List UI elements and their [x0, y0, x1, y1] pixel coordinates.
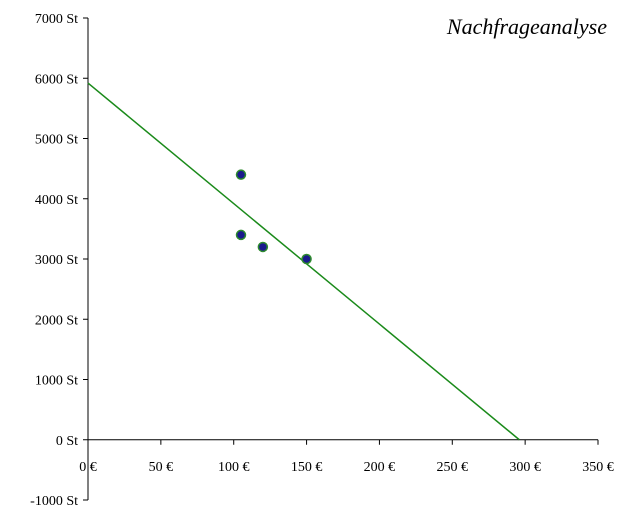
y-tick-label: 0 St — [56, 434, 78, 449]
y-tick-label: -1000 St — [30, 494, 78, 508]
y-tick-label: 7000 St — [35, 12, 78, 27]
x-tick-label: 0 € — [79, 460, 97, 475]
y-tick-label: 6000 St — [35, 72, 78, 87]
x-tick-label: 100 € — [218, 460, 250, 475]
y-tick-label: 3000 St — [35, 253, 78, 268]
data-point — [257, 241, 269, 253]
points — [235, 169, 312, 265]
x-tick-label: 350 € — [582, 460, 614, 475]
x-tick-label: 300 € — [509, 460, 541, 475]
x-tick-label: 200 € — [364, 460, 396, 475]
chart-title: Nachfrageanalyse — [446, 14, 607, 39]
data-point — [235, 169, 247, 180]
ticks: 7000 St 6000 St 5000 St 4000 St 3000 St 2000 … — [30, 12, 614, 508]
axes — [87, 18, 598, 500]
data-point — [235, 229, 247, 241]
x-tick-label: 250 € — [437, 460, 469, 475]
y-tick-label: 2000 St — [35, 313, 78, 328]
y-tick-label: 4000 St — [35, 193, 78, 208]
x-tick-label: 150 € — [291, 460, 323, 475]
y-tick-label: 5000 St — [35, 133, 78, 148]
y-tick-label: 1000 St — [35, 374, 78, 389]
data-point — [301, 253, 312, 265]
x-tick-label: 50 € — [149, 460, 174, 475]
